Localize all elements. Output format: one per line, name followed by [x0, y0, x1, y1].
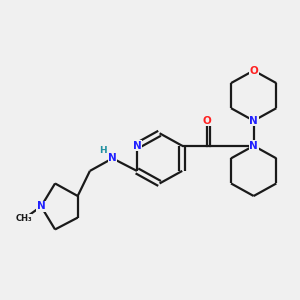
Text: O: O	[202, 116, 211, 126]
Text: H: H	[99, 146, 106, 155]
Text: N: N	[249, 141, 258, 151]
Text: N: N	[37, 201, 46, 212]
Text: CH₃: CH₃	[15, 214, 32, 224]
Text: N: N	[249, 116, 258, 126]
Text: O: O	[249, 66, 258, 76]
Text: N: N	[108, 153, 117, 164]
Text: N: N	[133, 141, 141, 151]
